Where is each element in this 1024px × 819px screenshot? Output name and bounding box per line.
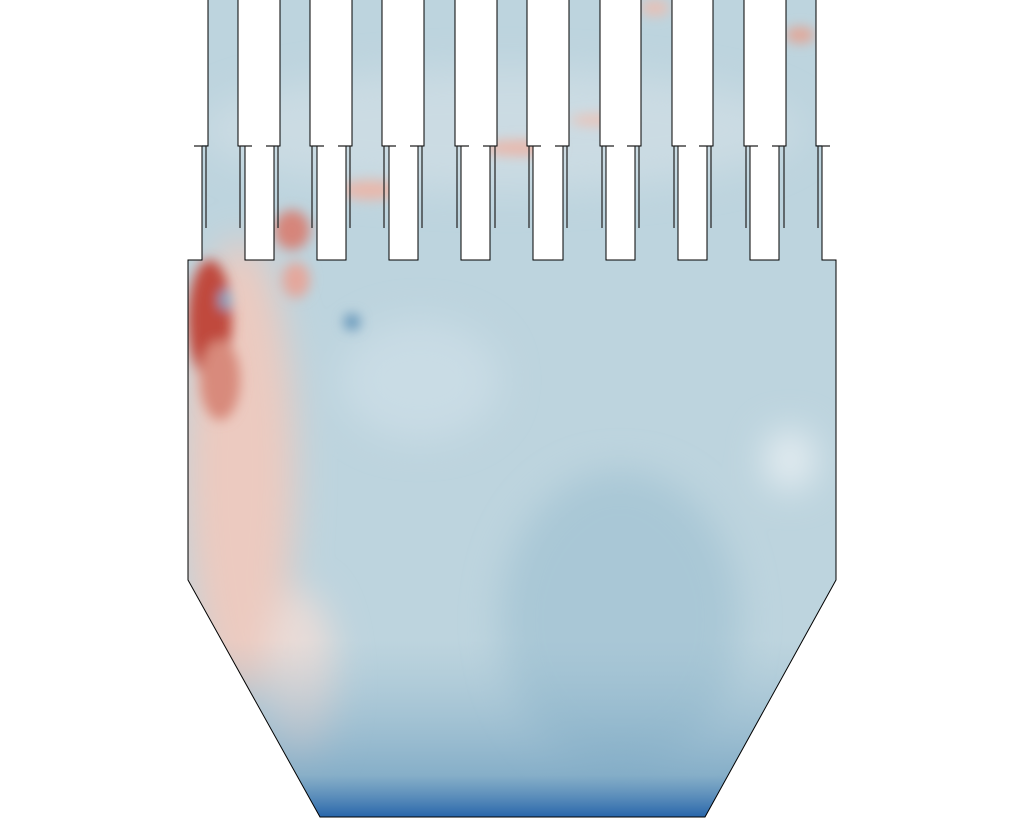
baffles: [194, 145, 830, 228]
walls: [187, 0, 837, 818]
